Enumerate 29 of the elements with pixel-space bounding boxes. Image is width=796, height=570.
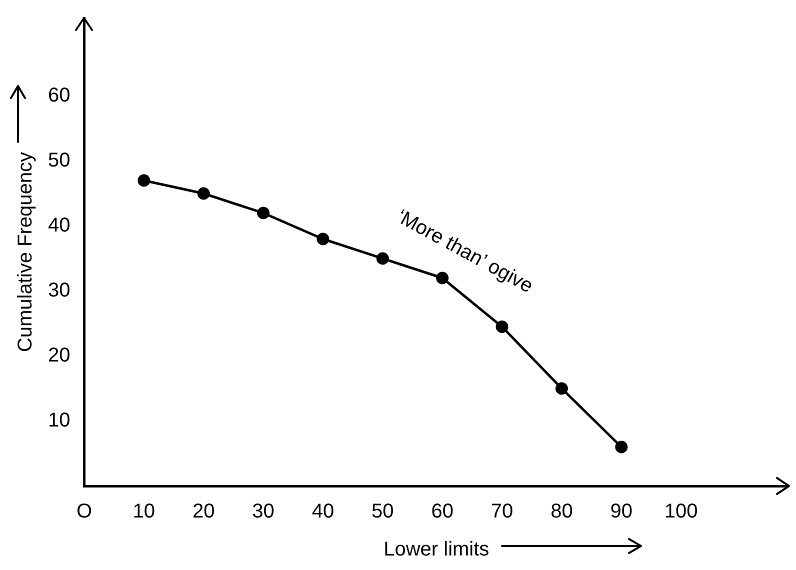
y-tick-label: 20 xyxy=(48,344,70,367)
x-tick-label: 10 xyxy=(132,500,156,523)
x-tick-label: O xyxy=(76,500,92,523)
y-tick-label: 60 xyxy=(48,84,70,107)
y-tick-label: 50 xyxy=(48,150,70,172)
annotation: ‘More than’ ogive xyxy=(392,206,537,298)
point xyxy=(615,440,628,454)
y-tick-label: 10 xyxy=(48,410,70,432)
x-tick-label: 90 xyxy=(610,500,633,523)
x-tick-label: 60 xyxy=(431,500,454,523)
x-tick-label: 100 xyxy=(664,500,698,523)
point xyxy=(555,382,568,395)
y-tick-label: 40 xyxy=(48,214,70,237)
y-axis-title: Cumulative Frequency xyxy=(14,152,37,352)
point xyxy=(316,232,330,246)
x-tick-label: 30 xyxy=(252,500,274,523)
point xyxy=(376,252,389,265)
x-tick-label: 80 xyxy=(550,500,573,523)
x-tick-label: 50 xyxy=(372,500,394,523)
point xyxy=(436,272,449,284)
point xyxy=(197,187,210,200)
x-tick-label: 20 xyxy=(192,500,215,523)
y-tick-label: 30 xyxy=(48,280,70,302)
x-tick-label: 70 xyxy=(490,500,514,523)
point xyxy=(496,320,508,333)
point xyxy=(257,206,270,220)
x-axis-title: Lower limits xyxy=(384,538,490,561)
point xyxy=(138,174,150,187)
x-tick-label: 40 xyxy=(312,500,334,523)
